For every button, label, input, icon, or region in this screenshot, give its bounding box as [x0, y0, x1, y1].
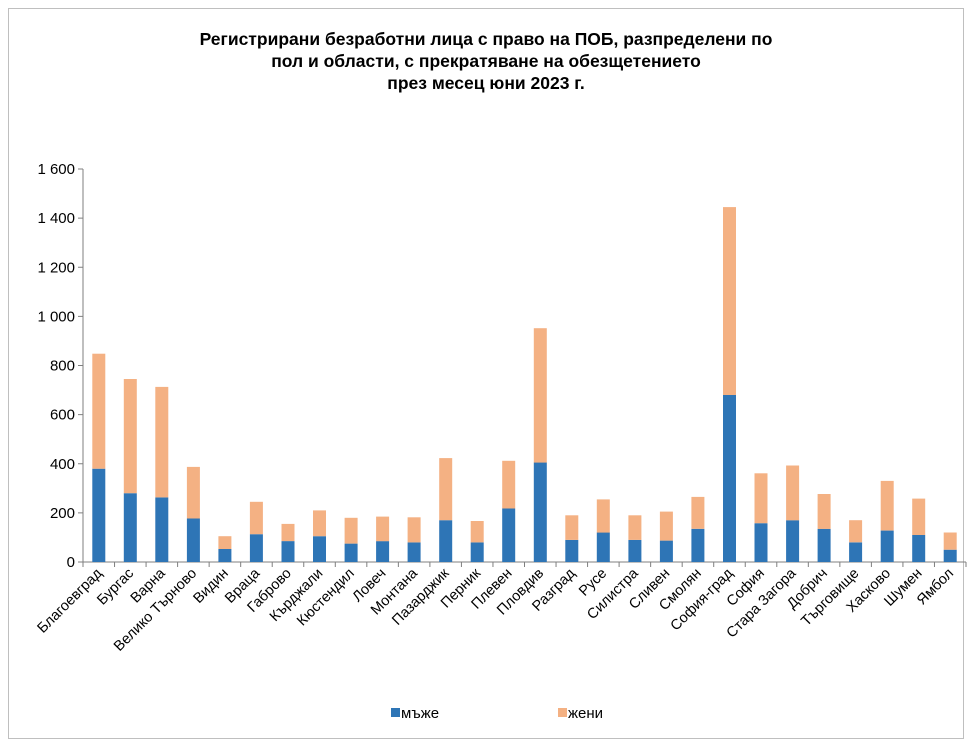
bar-men	[439, 520, 453, 562]
bar-women	[92, 353, 106, 469]
bar-men	[281, 541, 295, 562]
chart-title-line-2: пол и области, с прекратяване на обезщет…	[271, 51, 701, 71]
bar-women	[502, 460, 516, 509]
bar-men	[92, 468, 106, 562]
bar-women	[912, 498, 926, 535]
y-tick-label: 1 200	[37, 259, 75, 276]
chart-title-line-1: Регистрирани безработни лица с право на …	[199, 29, 773, 49]
bar-women	[249, 501, 263, 535]
bar-men	[470, 542, 484, 562]
bar-women	[691, 496, 705, 529]
bar-women	[943, 532, 957, 550]
bar-men	[502, 508, 516, 562]
bar-men	[249, 534, 263, 562]
bar-men	[912, 535, 926, 562]
bar-women	[218, 536, 232, 549]
bar-men	[313, 536, 326, 562]
y-tick-label: 600	[50, 407, 75, 424]
bar-men	[123, 493, 137, 562]
bar-men	[565, 539, 579, 562]
bar-women	[155, 386, 169, 498]
bar-women	[723, 207, 736, 395]
bar-men	[376, 541, 390, 562]
bar-men	[186, 518, 200, 562]
bar-women	[407, 517, 421, 543]
bar-men	[786, 520, 800, 562]
legend: мъже жени	[391, 705, 603, 722]
y-tick-label: 200	[50, 505, 75, 522]
bar-women	[470, 521, 484, 543]
y-tick-label: 1 400	[37, 210, 75, 227]
bar-men	[817, 528, 831, 562]
bar-women	[313, 510, 326, 537]
chart-title-line-3: през месец юни 2023 г.	[387, 73, 585, 93]
bar-women	[786, 465, 800, 521]
bar-men	[596, 532, 610, 562]
bar-men	[407, 542, 421, 562]
bar-men	[849, 542, 863, 562]
bar-women	[817, 494, 831, 529]
bar-men	[723, 395, 736, 562]
legend-swatch-men	[391, 708, 400, 717]
legend-label-men: мъже	[401, 705, 439, 722]
bar-women	[123, 379, 137, 494]
y-tick-label: 1 600	[37, 161, 75, 178]
bar-men	[943, 549, 957, 562]
x-tick-label: Благоевград	[34, 565, 105, 636]
chart-title: Регистрирани безработни лица с право на …	[0, 28, 972, 94]
bar-men	[754, 523, 768, 562]
bar-men	[533, 462, 547, 562]
bar-men	[344, 543, 358, 562]
bar-women	[880, 480, 894, 531]
bar-men	[628, 539, 642, 562]
bar-women	[754, 473, 768, 524]
bar-women	[533, 328, 547, 463]
bar-men	[218, 549, 232, 562]
y-tick-label: 1 000	[37, 308, 75, 325]
bar-women	[565, 515, 579, 540]
legend-label-women: жени	[568, 705, 603, 722]
bar-men	[880, 530, 894, 562]
bar-women	[596, 499, 610, 533]
bars	[92, 207, 957, 562]
bar-women	[439, 458, 453, 521]
bar-women	[849, 520, 863, 543]
legend-swatch-women	[558, 708, 567, 717]
bar-men	[691, 528, 705, 562]
bar-women	[344, 517, 358, 544]
y-tick-label: 800	[50, 358, 75, 375]
bar-women	[628, 515, 642, 540]
bar-women	[186, 466, 200, 519]
y-tick-label: 0	[67, 554, 75, 571]
y-tick-label: 400	[50, 456, 75, 473]
bar-men	[659, 540, 673, 562]
bar-men	[155, 497, 169, 562]
bar-women	[376, 516, 390, 542]
x-tick-label: Видин	[190, 566, 231, 607]
chart-frame	[8, 8, 964, 739]
bar-women	[281, 523, 295, 542]
bar-women	[659, 511, 673, 541]
